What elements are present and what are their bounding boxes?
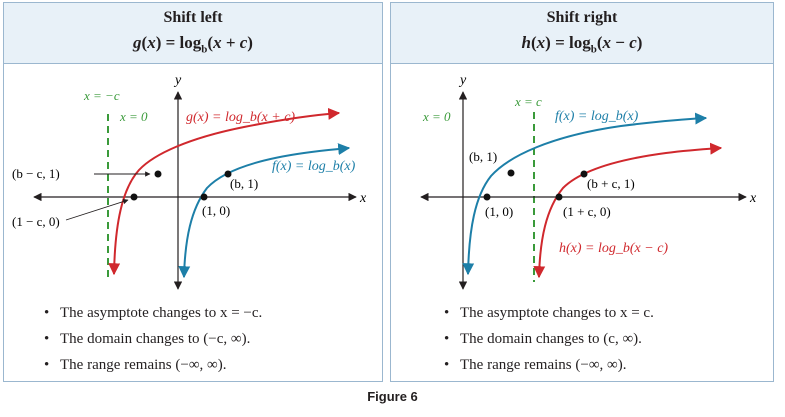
h-curve-label: h(x) = log_b(x − c) (559, 241, 668, 256)
panel-equation: h(x) = logb(x − c) (521, 33, 643, 56)
bullet-item: The domain changes to (−c, ∞). (40, 326, 262, 352)
y-axis-label: y (458, 73, 467, 88)
g-curve (108, 107, 341, 276)
point-b1-label: (b, 1) (230, 176, 258, 191)
f-curve (462, 112, 708, 276)
figure-caption: Figure 6 (367, 389, 418, 404)
g-curve-label: g(x) = log_b(x + c) (186, 110, 295, 125)
bullet-item: The range remains (−∞, ∞). (40, 352, 262, 378)
panel-header: Shift right h(x) = logb(x − c) (391, 3, 773, 64)
f-curve-label: f(x) = log_b(x) (272, 159, 356, 174)
x-axis-label: x (359, 191, 367, 206)
point-1c-0 (130, 193, 138, 201)
asymptote-neg-c-label: x = −c (83, 88, 120, 103)
bullet-item: The asymptote changes to x = c. (440, 300, 654, 326)
point-1c0-label: (1 − c, 0) (12, 214, 60, 229)
bullet-item: The asymptote changes to x = −c. (40, 300, 262, 326)
asymptote-zero-label: x = 0 (119, 109, 148, 124)
h-curve (533, 142, 723, 279)
point-bc-1 (580, 170, 588, 178)
point-b1-label: (b, 1) (469, 149, 497, 164)
point-1-0 (483, 193, 491, 201)
point-bc-1 (154, 170, 162, 178)
point-10-label: (1, 0) (485, 204, 513, 219)
point-b-1 (507, 169, 515, 177)
point-bc1-label: (b + c, 1) (587, 176, 635, 191)
point-10-label: (1, 0) (202, 203, 230, 218)
shift-right-graph: x = 0 x = c y x f(x) = log_b(x) h(x) = l… (420, 73, 757, 290)
point-b-1 (224, 170, 232, 178)
point-1c-0 (555, 193, 563, 201)
f-curve (178, 143, 351, 279)
shift-left-bullets: The asymptote changes to x = −c. The dom… (40, 300, 262, 378)
panel-header: Shift left g(x) = logb(x + c) (4, 3, 382, 64)
f-curve-label: f(x) = log_b(x) (555, 109, 639, 124)
asymptote-zero-label: x = 0 (422, 109, 451, 124)
leader-1c0 (65, 198, 129, 221)
point-1c0-label: (1 + c, 0) (563, 204, 611, 219)
shift-right-bullets: The asymptote changes to x = c. The doma… (440, 300, 654, 378)
x-axis-label: x (749, 191, 757, 206)
panel-title: Shift right (546, 9, 618, 26)
point-bc1-label: (b − c, 1) (12, 166, 60, 181)
bullet-item: The domain changes to (c, ∞). (440, 326, 654, 352)
asymptote-c-label: x = c (514, 94, 542, 109)
point-1-0 (200, 193, 208, 201)
y-axis-label: y (173, 73, 182, 88)
panel-title: Shift left (163, 9, 223, 26)
bullet-item: The range remains (−∞, ∞). (440, 352, 654, 378)
panel-equation: g(x) = logb(x + c) (133, 33, 253, 56)
shift-left-graph: x = −c x = 0 y x g(x) = log_b(x + c) f(x… (12, 73, 367, 290)
